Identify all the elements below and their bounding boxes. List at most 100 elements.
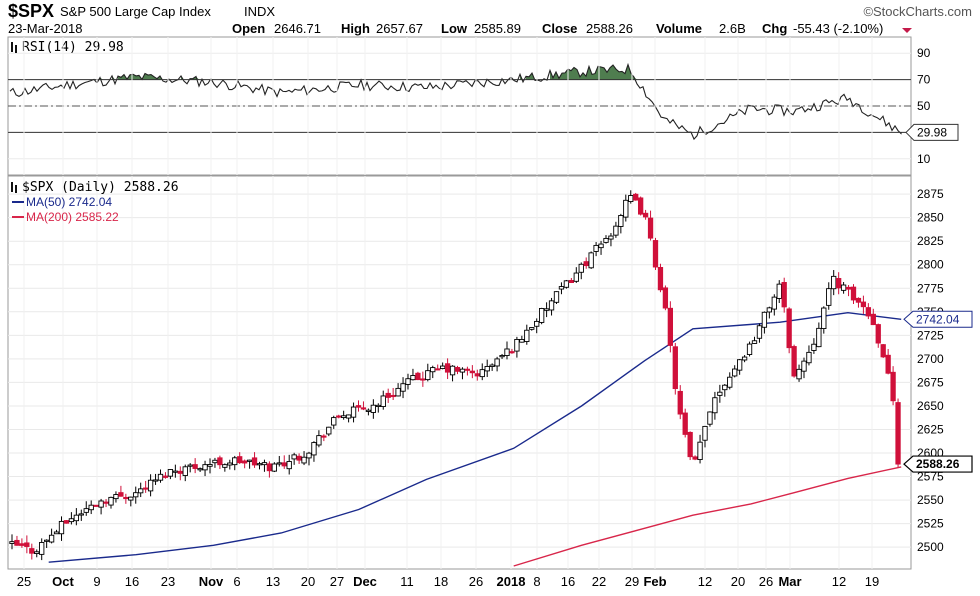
- candle: [682, 408, 688, 438]
- candle: [217, 455, 223, 470]
- candle: [9, 534, 15, 550]
- candle: [593, 242, 599, 257]
- candle: [519, 335, 525, 343]
- candle-body: [370, 404, 376, 413]
- candle-body: [301, 456, 307, 464]
- candle-body: [390, 394, 396, 398]
- candle: [133, 486, 139, 504]
- candle: [365, 408, 372, 416]
- candle: [836, 272, 842, 295]
- candle: [583, 257, 589, 269]
- candle: [326, 426, 332, 437]
- price-tick-label: 2875: [917, 187, 944, 201]
- candle-body: [573, 272, 579, 282]
- candle-body: [608, 235, 614, 240]
- candle: [875, 323, 881, 348]
- candle: [786, 307, 792, 354]
- candle-body: [761, 311, 768, 328]
- candle: [811, 338, 817, 354]
- candle: [781, 277, 787, 313]
- candle: [692, 455, 698, 461]
- candle-body: [628, 195, 634, 202]
- candle: [504, 341, 510, 360]
- candle: [73, 508, 80, 526]
- candle: [647, 210, 654, 241]
- x-tick-label: Feb: [643, 574, 666, 589]
- candle-body: [345, 414, 352, 419]
- candle-body: [306, 452, 312, 459]
- candle: [306, 451, 312, 466]
- x-tick-label: 16: [125, 574, 139, 589]
- ma50-last-value-label: 2742.04: [903, 310, 973, 328]
- rsi-legend-icon: [11, 42, 17, 53]
- candle: [870, 308, 876, 326]
- candle: [207, 458, 213, 474]
- candle: [662, 285, 669, 311]
- candle: [321, 434, 327, 442]
- candle-body: [875, 324, 881, 344]
- candle-body: [499, 355, 505, 358]
- candle-body: [24, 542, 30, 547]
- candle-body: [618, 215, 624, 227]
- x-tick-label: 22: [592, 574, 606, 589]
- candle-body: [19, 543, 25, 546]
- candle: [142, 480, 149, 493]
- candle: [821, 306, 827, 334]
- ma50-legend-text: MA(50) 2742.04: [26, 195, 112, 209]
- candle-body: [756, 325, 763, 339]
- price-legend-text: $SPX (Daily) 2588.26: [22, 180, 179, 195]
- candle-body: [850, 286, 857, 301]
- candle: [246, 459, 253, 469]
- candle: [746, 341, 753, 357]
- candle-body: [568, 279, 575, 284]
- candle: [281, 455, 287, 469]
- candle: [390, 387, 396, 400]
- chg-value: -55.43 (-2.10%): [793, 21, 883, 36]
- candle-body: [717, 391, 723, 396]
- candle: [237, 452, 243, 464]
- ma50-line: [48, 311, 902, 563]
- stockcharts-credit: ©StockCharts.com: [863, 4, 972, 19]
- candle-body: [103, 501, 109, 504]
- candle: [430, 365, 436, 379]
- candle: [286, 454, 292, 475]
- candle-body: [771, 296, 777, 310]
- candle-body: [647, 217, 654, 239]
- chg-label: Chg: [762, 21, 787, 36]
- candle: [93, 504, 99, 507]
- candle: [553, 291, 560, 305]
- candle: [509, 348, 515, 354]
- candle: [588, 251, 594, 269]
- candle-body: [73, 514, 80, 522]
- high-label: High: [341, 21, 370, 36]
- ma200-line: [513, 466, 902, 567]
- high-value: 2657.67: [376, 21, 423, 36]
- candle-body: [271, 463, 277, 472]
- candle: [766, 306, 773, 319]
- candle-body: [296, 455, 302, 461]
- volume-value: 2.6B: [719, 21, 746, 36]
- candle: [19, 538, 25, 548]
- close-value: 2588.26: [586, 21, 633, 36]
- chart-index-name: S&P 500 Large Cap Index: [60, 4, 211, 19]
- open-value: 2646.71: [274, 21, 321, 36]
- candle-body: [469, 370, 475, 374]
- rsi-legend: RSI(14) 29.98: [11, 40, 124, 55]
- candle-body: [766, 307, 773, 313]
- candle: [29, 543, 35, 560]
- candle-body: [791, 346, 797, 377]
- candle-body: [385, 392, 391, 398]
- candle: [375, 403, 381, 413]
- candle-body: [48, 534, 55, 543]
- candle-body: [865, 307, 872, 317]
- candle-body: [583, 261, 589, 267]
- candle-body: [727, 376, 733, 388]
- price-tick-label: 2675: [917, 375, 944, 389]
- candle: [633, 192, 639, 201]
- x-tick-label: 29: [625, 574, 639, 589]
- candle-body: [816, 327, 822, 348]
- candle: [860, 295, 867, 314]
- candle-body: [880, 344, 886, 358]
- candle-body: [123, 496, 129, 500]
- candle-body: [133, 492, 139, 498]
